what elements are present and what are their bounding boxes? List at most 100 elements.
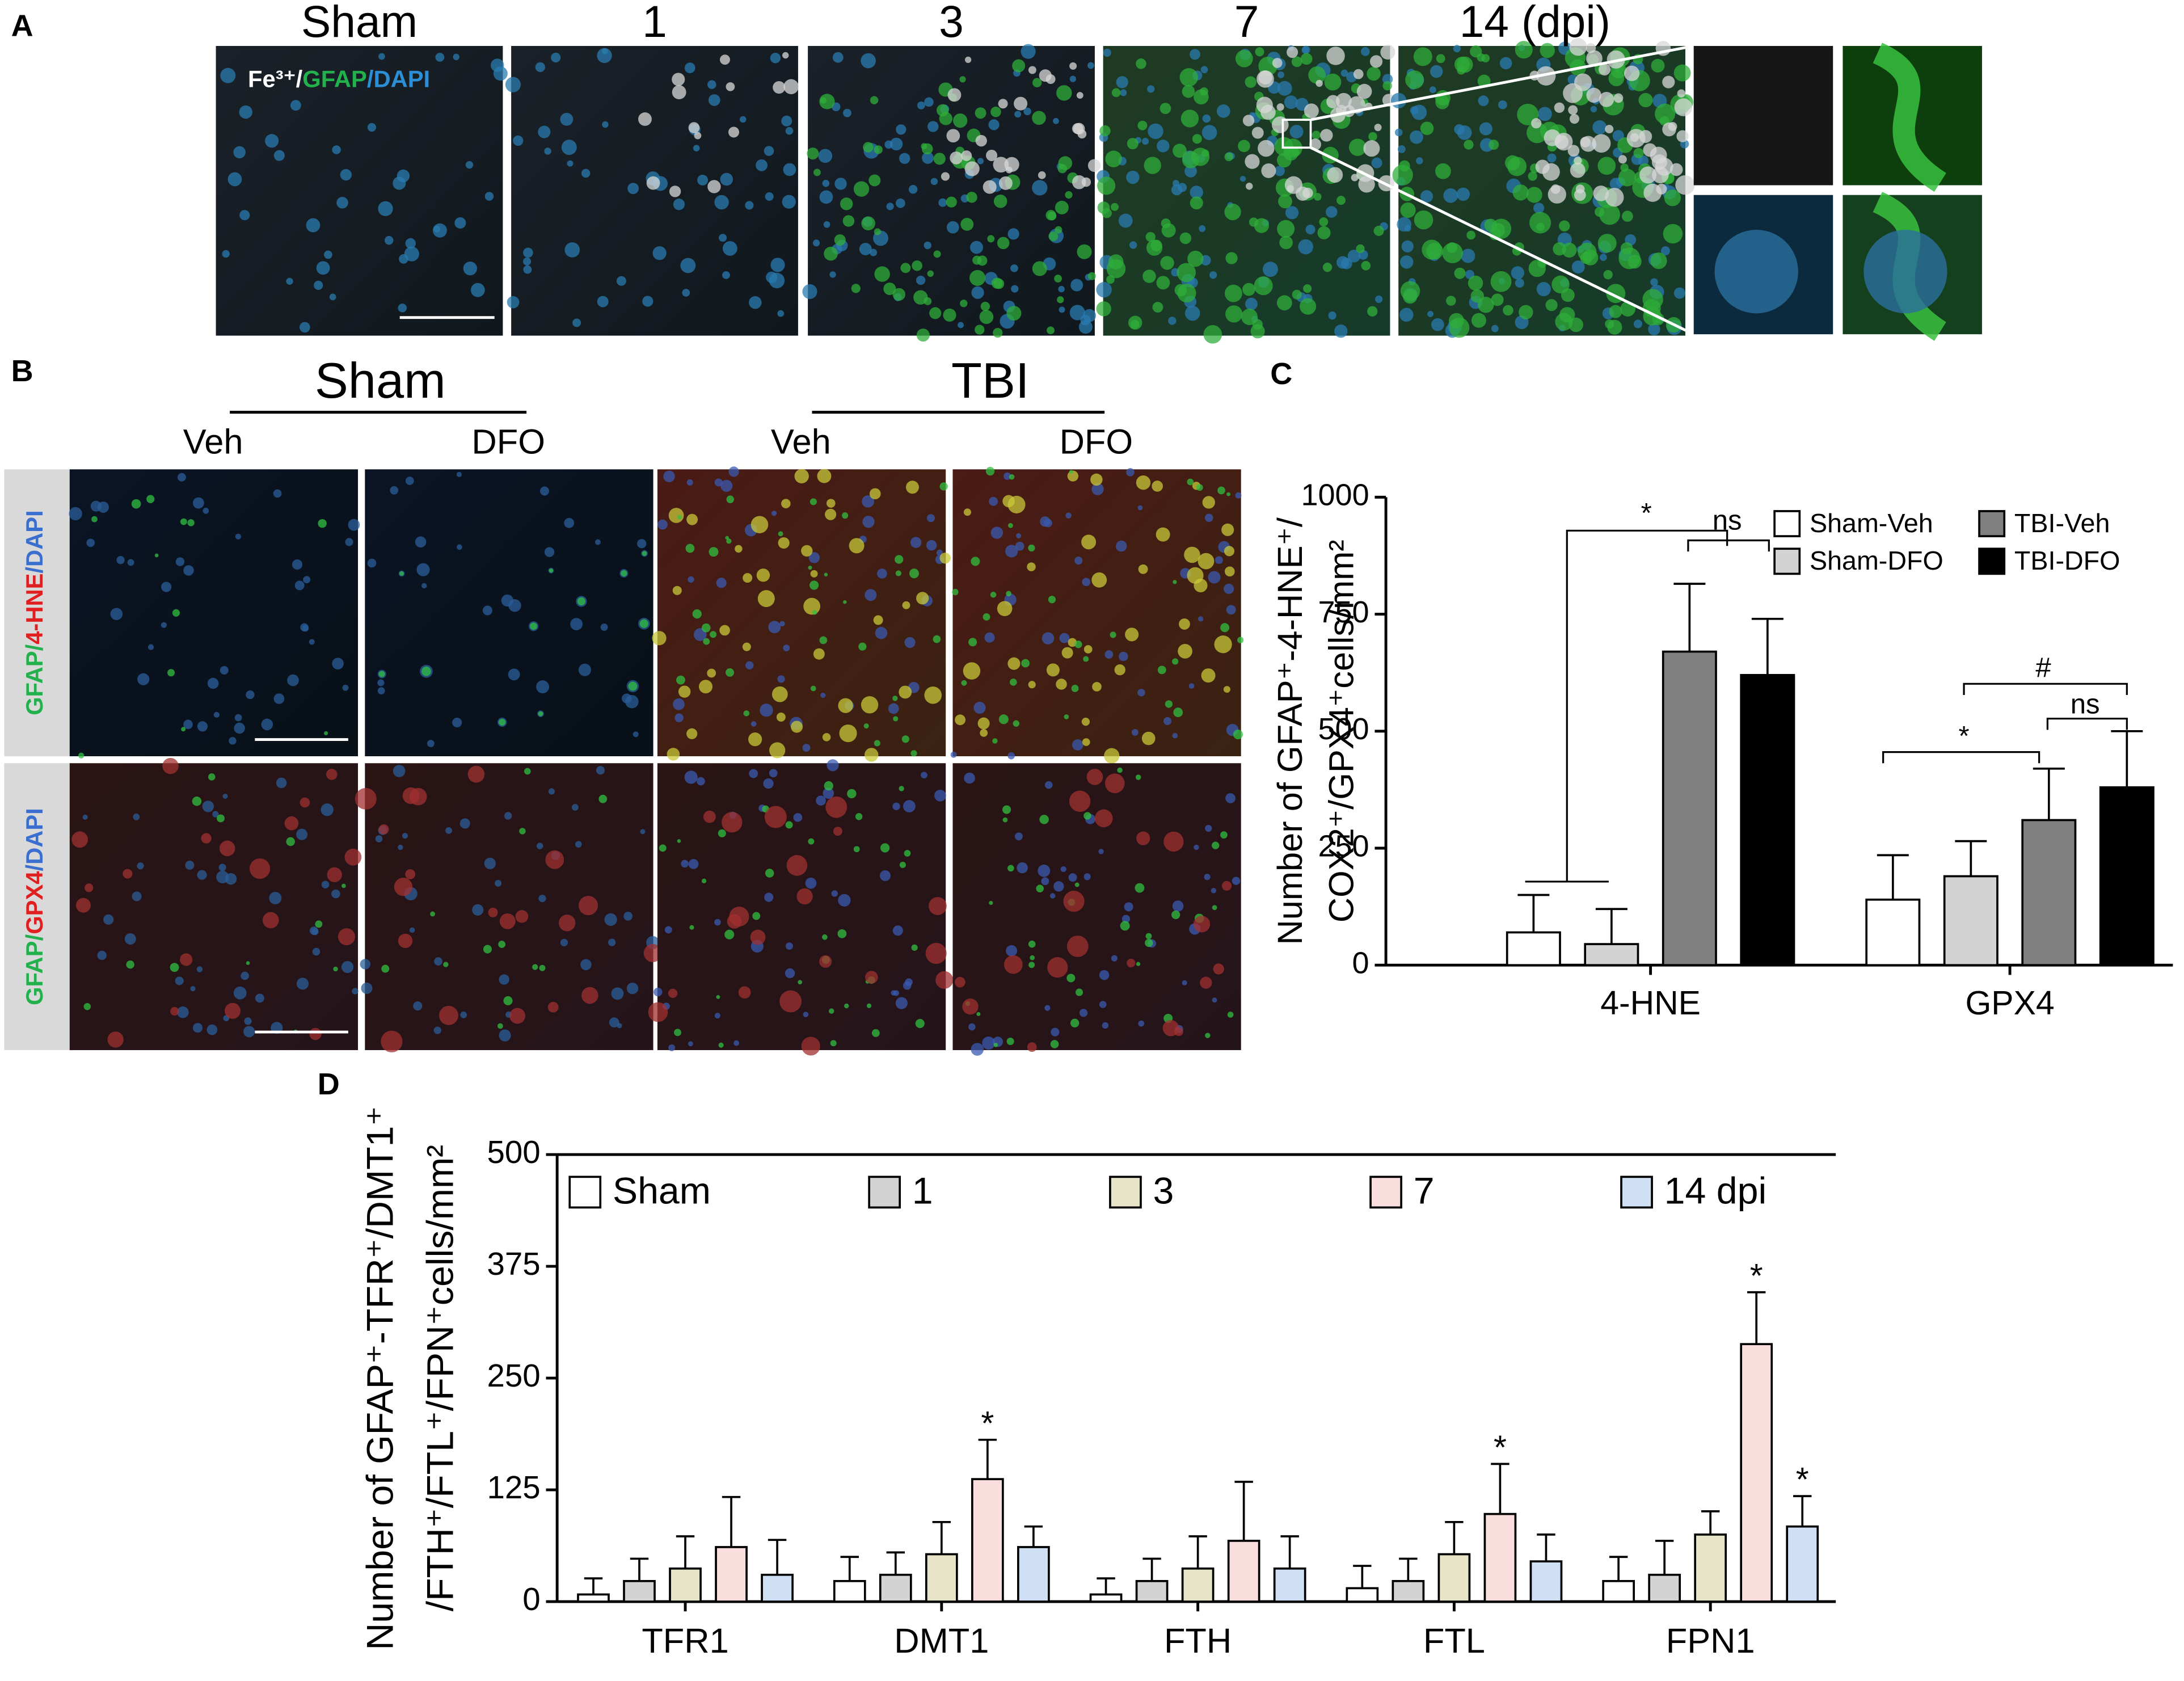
bar [1740, 1343, 1773, 1603]
cell [197, 721, 208, 732]
cell [1184, 305, 1200, 321]
cell [1217, 486, 1225, 495]
cell [722, 241, 737, 256]
cell [1380, 44, 1395, 60]
cell [1135, 883, 1145, 893]
cell [596, 766, 605, 775]
cell [1179, 68, 1199, 87]
cell [1442, 242, 1463, 264]
cell [239, 210, 250, 221]
cell [816, 795, 826, 806]
cell [1172, 658, 1179, 665]
column-label: Sham [301, 0, 418, 47]
cell [1374, 124, 1382, 132]
cell [273, 489, 282, 498]
cell [1125, 627, 1139, 642]
cell [1590, 106, 1597, 113]
cell [509, 1008, 526, 1024]
column-label: 7 [1234, 0, 1259, 47]
cell [1201, 668, 1216, 683]
cell [75, 898, 91, 913]
cell [1014, 832, 1023, 841]
micrograph [365, 469, 653, 756]
cell [1017, 862, 1028, 874]
cell [688, 122, 700, 133]
cell [1551, 275, 1570, 294]
cell [809, 498, 817, 505]
cell [1300, 298, 1317, 315]
cell [1184, 546, 1200, 563]
bar [971, 1478, 1004, 1603]
cell [1537, 107, 1552, 121]
cell [1650, 146, 1667, 164]
cell [970, 241, 983, 254]
cell [752, 912, 761, 920]
cell [813, 168, 821, 176]
cell [701, 878, 707, 884]
cell [1287, 46, 1298, 58]
cell [1053, 881, 1064, 892]
cell [633, 731, 639, 738]
cell [1471, 313, 1486, 328]
cell [1056, 679, 1067, 690]
cell [341, 960, 354, 974]
cell [460, 1012, 467, 1018]
cell [1224, 284, 1242, 302]
cell [499, 718, 506, 726]
cell [538, 711, 543, 717]
cell [1232, 877, 1241, 885]
bar [1135, 1579, 1169, 1603]
cell [1172, 180, 1179, 187]
cell [1420, 121, 1434, 136]
cell [697, 777, 705, 786]
cell [367, 558, 377, 568]
cell [783, 79, 799, 95]
micrograph [365, 763, 653, 1050]
row-label-part: GFAP/ [21, 644, 48, 715]
cell [1066, 974, 1076, 983]
cell [1173, 144, 1187, 158]
cell [997, 237, 1010, 250]
cell [1192, 134, 1202, 144]
cell [1044, 1005, 1051, 1011]
cell [1120, 921, 1130, 931]
cell [324, 731, 328, 736]
cell [1202, 496, 1215, 509]
legend-label: Sham [613, 1170, 711, 1212]
cell [1312, 130, 1321, 140]
cell [905, 481, 919, 494]
cell [859, 243, 872, 255]
cell [720, 172, 733, 186]
cell [716, 995, 720, 999]
cell [1554, 102, 1565, 113]
cell [1221, 523, 1234, 536]
micrograph [216, 46, 503, 336]
cell [1490, 271, 1512, 292]
cell [777, 310, 785, 317]
cell [1178, 644, 1192, 659]
cell [888, 703, 899, 714]
cell [617, 1023, 622, 1029]
cell [399, 571, 404, 576]
cell [895, 997, 908, 1009]
cell [1533, 203, 1545, 214]
cell [861, 696, 879, 714]
cell [822, 179, 830, 187]
cell [694, 132, 702, 140]
cell [863, 142, 874, 153]
cell [348, 519, 360, 531]
cell [764, 146, 774, 156]
cell [865, 971, 878, 984]
cell [1597, 234, 1617, 253]
cell [1141, 137, 1149, 145]
cell [1677, 89, 1686, 98]
cell [239, 105, 252, 119]
cell [1443, 188, 1458, 203]
cell [1009, 474, 1015, 480]
cell [785, 821, 793, 829]
cell [465, 161, 474, 169]
group-label: TBI [951, 352, 1029, 408]
significance-label: * [1796, 1461, 1809, 1498]
cell [539, 486, 549, 496]
cell [1536, 222, 1545, 231]
